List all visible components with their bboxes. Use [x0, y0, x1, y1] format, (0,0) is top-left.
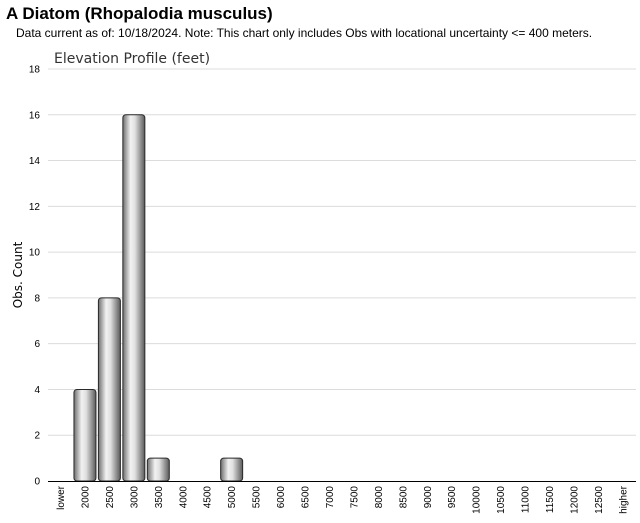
y-axis-label: Obs. Count [11, 241, 25, 308]
y-tick-label: 18 [29, 65, 41, 76]
y-tick-label: 10 [29, 248, 41, 259]
x-tick-label: 6500 [301, 486, 312, 509]
x-tick-label: higher [618, 485, 629, 513]
x-tick-label: 6000 [276, 486, 287, 509]
x-tick-label: 12000 [569, 486, 580, 514]
x-tick-label: 10000 [472, 486, 483, 514]
bar-2500 [97, 297, 121, 482]
y-tick-label: 8 [34, 293, 40, 304]
y-tick-label: 4 [34, 385, 40, 396]
x-tick-label: 9500 [447, 486, 458, 509]
x-tick-label: 8000 [374, 486, 385, 509]
y-tick-label: 16 [29, 110, 41, 121]
gridlines [48, 68, 636, 436]
x-tick-label: 4500 [203, 486, 214, 509]
x-tick-label: 3500 [154, 486, 165, 509]
x-tick-label: 7000 [325, 486, 336, 509]
y-tick-label: 6 [34, 339, 40, 350]
bar-3500 [146, 457, 170, 482]
x-tick-label: 7500 [349, 486, 360, 509]
bar-5000 [220, 457, 244, 482]
y-axis-ticks: 0 2 4 6 8 10 12 14 16 18 [29, 65, 41, 488]
x-tick-label: 2000 [80, 486, 91, 509]
x-tick-label: 9000 [423, 486, 434, 509]
x-tick-label: 5000 [227, 486, 238, 509]
x-tick-label: 2500 [105, 486, 116, 509]
chart-title: Elevation Profile (feet) [54, 51, 210, 67]
bars [73, 114, 244, 482]
data-note: Data current as of: 10/18/2024. Note: Th… [16, 26, 593, 40]
x-tick-label: 4000 [178, 486, 189, 509]
x-tick-label: 5500 [252, 486, 263, 509]
bar-2000 [73, 388, 97, 482]
x-tick-label: 12500 [594, 486, 605, 514]
x-tick-label: 11500 [545, 486, 556, 514]
x-tick-label: 3000 [129, 486, 140, 509]
x-tick-label: 10500 [496, 486, 507, 514]
y-tick-label: 0 [34, 477, 40, 488]
x-axis-ticks: lower 2000 2500 3000 3500 4000 4500 5000 5500 600… [56, 485, 629, 513]
x-tick-label: 8500 [398, 486, 409, 509]
y-tick-label: 14 [29, 156, 41, 167]
y-tick-label: 2 [34, 431, 40, 442]
page-title: A Diatom (Rhopalodia musculus) [6, 4, 273, 23]
bar-3000 [122, 114, 146, 482]
y-tick-label: 12 [29, 202, 41, 213]
x-tick-label: lower [56, 485, 67, 510]
x-tick-label: 11000 [521, 486, 532, 514]
